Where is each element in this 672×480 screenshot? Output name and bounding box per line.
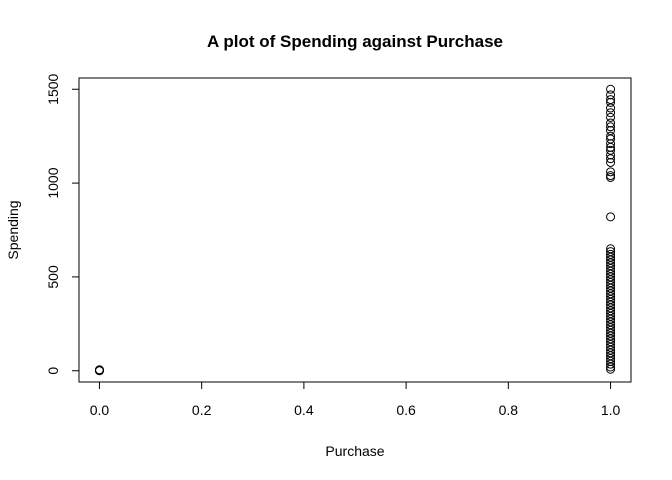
- x-tick-label: 0.0: [90, 402, 110, 418]
- y-tick-label: 1500: [45, 73, 61, 104]
- x-tick-label: 1.0: [601, 402, 621, 418]
- data-point: [606, 167, 616, 177]
- x-tick-label: 0.6: [396, 402, 416, 418]
- data-point: [606, 364, 616, 374]
- y-axis: 0 500 1000 1500: [45, 73, 80, 375]
- data-point: [606, 157, 616, 167]
- x-tick-label: 0.8: [499, 402, 519, 418]
- y-tick-label: 500: [45, 265, 61, 289]
- data-point: [606, 362, 616, 372]
- plot-frame: [78, 77, 632, 383]
- data-point: [606, 122, 616, 132]
- y-tick-label: 0: [45, 367, 61, 375]
- x-tick-label: 0.2: [192, 402, 212, 418]
- y-axis-label: Spending: [5, 200, 21, 259]
- x-axis-label: Purchase: [325, 443, 384, 459]
- data-point: [94, 365, 104, 375]
- data-point: [606, 154, 616, 164]
- data-point: [606, 97, 616, 107]
- data-point: [606, 212, 616, 222]
- data-point: [606, 139, 616, 149]
- data-point: [606, 359, 616, 369]
- data-point: [606, 84, 616, 94]
- x-tick-label: 0.4: [294, 402, 314, 418]
- chart-title: A plot of Spending against Purchase: [207, 32, 503, 51]
- x-axis: 0.0 0.2 0.4 0.6 0.8 1.0: [90, 381, 621, 418]
- data-point: [606, 112, 616, 122]
- data-point: [606, 108, 616, 118]
- data-point: [606, 90, 616, 100]
- y-tick-label: 1000: [45, 167, 61, 198]
- data-points: [94, 84, 616, 376]
- data-point: [606, 103, 616, 113]
- data-point: [606, 172, 616, 182]
